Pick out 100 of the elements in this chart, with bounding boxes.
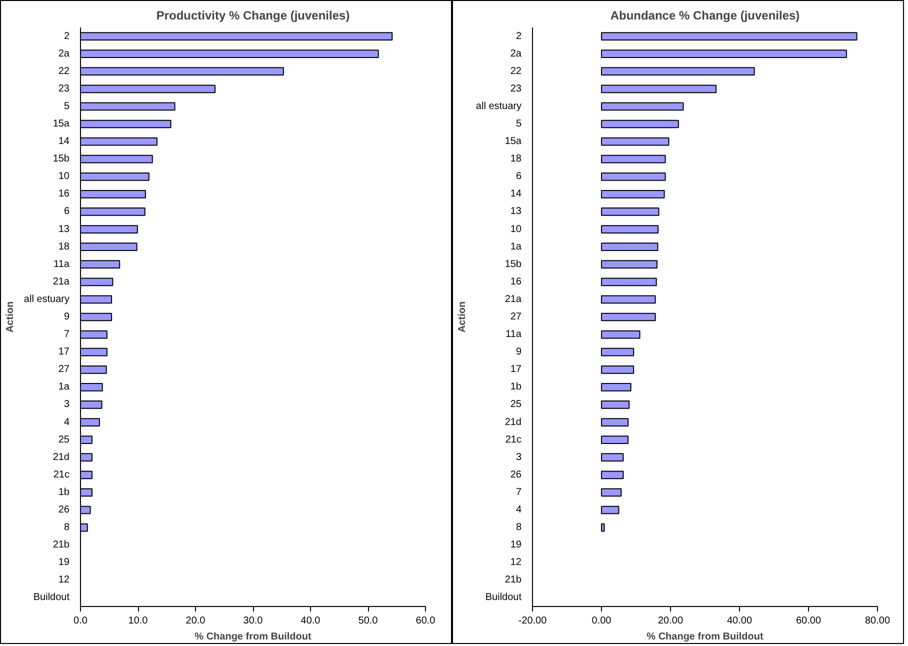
x-tick-label: 80.00 (864, 616, 890, 626)
y-tick-label: 4 (64, 416, 70, 428)
y-tick-label: all estuary (476, 100, 522, 112)
bar (601, 102, 684, 111)
y-tick-label: 10 (510, 224, 522, 235)
bar (601, 470, 624, 480)
y-tick-label: 27 (510, 312, 522, 322)
y-tick-label: 18 (510, 154, 522, 165)
x-tick-label: -20.00 (518, 616, 548, 626)
y-tick-label: 10 (58, 171, 70, 182)
x-tick-label: 20.00 (658, 616, 684, 626)
y-tick-label: 13 (510, 206, 522, 218)
bar (601, 154, 666, 164)
chart-title: Productivity % Change (juveniles) (156, 8, 350, 22)
y-tick-label: 21c (505, 434, 522, 446)
y-tick-label: 12 (510, 557, 522, 568)
y-tick-label: 21b (52, 540, 70, 551)
y-tick-label: Buildout (485, 592, 522, 604)
y-tick-label: 11a (54, 258, 70, 270)
y-tick-label: 17 (58, 346, 70, 358)
x-tick-label: 40.0 (300, 616, 321, 626)
y-tick-label: 1b (510, 382, 522, 393)
bar (601, 137, 670, 146)
y-tick-label: 26 (58, 504, 70, 516)
y-tick-label: 21d (52, 452, 70, 463)
y-tick-label: 25 (510, 399, 522, 410)
y-tick-label: 14 (510, 188, 522, 200)
bar (601, 225, 659, 234)
y-tick-label: 15b (52, 154, 70, 165)
bar (601, 400, 630, 409)
x-axis-title: % Change from Buildout (646, 632, 764, 642)
bar (601, 208, 660, 216)
bar (601, 242, 658, 252)
y-tick-label: 5 (64, 100, 70, 112)
bar (601, 50, 847, 58)
y-tick-label: 8 (516, 522, 522, 534)
x-tick-label: 0.00 (592, 616, 612, 626)
x-tick-label: 40.00 (726, 616, 752, 626)
y-tick-label: 27 (58, 364, 70, 376)
y-tick-label: 26 (510, 469, 522, 480)
y-tick-label: 2 (64, 30, 70, 42)
y-tick-label: 19 (510, 540, 522, 551)
y-tick-label: 4 (516, 504, 522, 516)
y-tick-label: 25 (58, 434, 70, 446)
x-tick-label: 30.0 (243, 616, 264, 626)
y-tick-label: 2a (58, 48, 70, 60)
y-tick-label: 23 (58, 83, 70, 94)
x-tick-label: 20.0 (186, 616, 206, 626)
y-tick-label: 22 (58, 66, 70, 77)
y-tick-label: 15b (504, 258, 522, 270)
bar (601, 488, 622, 497)
y-tick-label: 1a (510, 241, 522, 252)
y-tick-label: 2 (516, 30, 522, 42)
x-axis-title: % Change from Buildout (194, 632, 312, 642)
y-tick-label: 13 (58, 224, 70, 235)
y-tick-label: 16 (510, 276, 522, 288)
y-tick-label: 9 (516, 346, 522, 358)
y-tick-label: 15a (504, 136, 522, 148)
y-tick-label: 19 (58, 557, 70, 568)
y-tick-label: 16 (58, 188, 70, 200)
bar (601, 348, 634, 356)
chart-title: Abundance % Change (juveniles) (610, 8, 800, 22)
y-tick-label: all estuary (24, 294, 70, 305)
y-tick-label: 17 (510, 364, 522, 376)
y-tick-label: 3 (516, 452, 522, 463)
y-tick-label: 22 (510, 66, 522, 77)
bar (601, 120, 679, 128)
bar (601, 418, 629, 426)
y-tick-label: 3 (64, 399, 70, 410)
y-tick-label: 21b (504, 574, 522, 586)
bar (601, 278, 657, 286)
y-tick-label: 21d (504, 416, 522, 428)
y-tick-label: 1a (58, 382, 70, 393)
x-tick-label: 10.0 (128, 616, 148, 626)
y-tick-label: 12 (58, 574, 70, 586)
bar (601, 365, 634, 374)
y-tick-label: Buildout (33, 592, 70, 604)
bar (601, 172, 666, 181)
bar (601, 453, 624, 462)
y-tick-label: 21c (53, 469, 70, 480)
bar (601, 330, 640, 339)
x-tick-label: 60.0 (416, 616, 436, 626)
y-tick-label: 11a (506, 329, 522, 340)
y-tick-label: 21a (52, 276, 70, 288)
y-tick-label: 9 (64, 312, 70, 322)
y-tick-label: 14 (58, 136, 70, 148)
bar (601, 84, 717, 94)
y-tick-label: 8 (64, 522, 70, 534)
bar (601, 190, 665, 198)
y-tick-label: 15a (52, 118, 70, 130)
y-tick-label: 21a (504, 294, 522, 305)
bar (601, 382, 632, 392)
y-tick-label: 6 (64, 206, 70, 218)
x-tick-label: 60.00 (796, 616, 822, 626)
x-tick-label: 0.0 (74, 616, 88, 626)
y-tick-label: 23 (510, 83, 522, 94)
x-tick-label: 50.0 (358, 616, 378, 626)
y-axis-title: Action (456, 301, 468, 333)
bar (601, 506, 620, 514)
y-tick-label: 2a (510, 48, 522, 60)
